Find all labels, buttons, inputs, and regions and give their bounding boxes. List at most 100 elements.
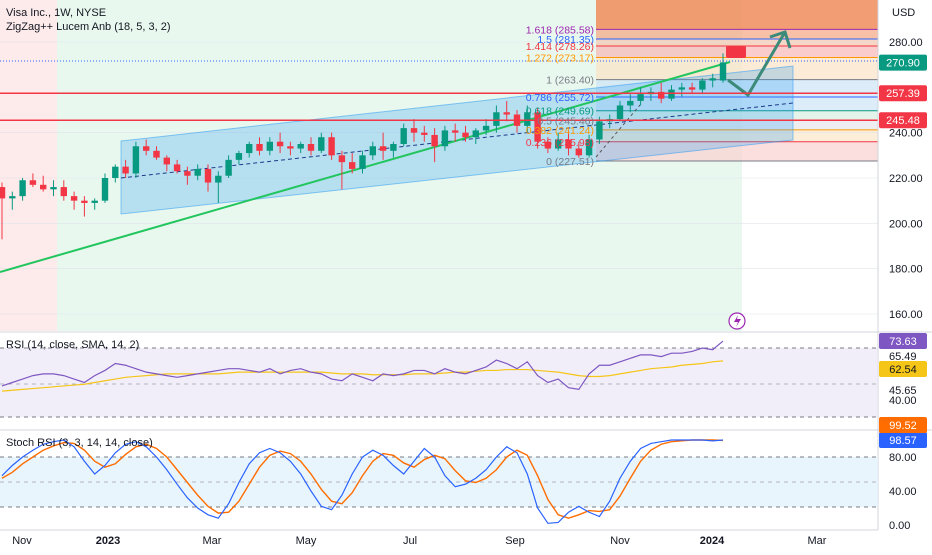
candle-body bbox=[596, 121, 603, 140]
candle-body bbox=[101, 178, 109, 201]
rsi-label[interactable]: RSI (14, close, SMA, 14, 2) bbox=[6, 339, 139, 351]
candle-body bbox=[719, 62, 727, 81]
symbol-title[interactable]: Visa Inc., 1W, NYSE bbox=[6, 7, 106, 19]
red-zone-background bbox=[0, 0, 57, 331]
zigzag-marker[interactable] bbox=[726, 46, 746, 58]
candle-body bbox=[19, 180, 26, 197]
candle-body bbox=[678, 87, 685, 90]
fib-zone bbox=[596, 57, 878, 80]
stoch-label[interactable]: Stoch RSI (3, 3, 14, 14, close) bbox=[6, 437, 153, 449]
candle-body bbox=[452, 130, 459, 133]
rsi-ma-badge-label: 62.54 bbox=[889, 364, 917, 376]
candle-body bbox=[709, 78, 716, 81]
candle-body bbox=[153, 150, 160, 158]
candle-body bbox=[369, 146, 376, 156]
zigzag-dashed-leg bbox=[595, 104, 641, 158]
time-tick-label: Nov bbox=[12, 535, 32, 547]
fib-level-label: 1 (263.40) bbox=[546, 75, 594, 87]
candle-body bbox=[29, 180, 37, 185]
candle-body bbox=[40, 184, 47, 190]
candle-body bbox=[0, 187, 6, 199]
candle-body bbox=[472, 130, 479, 138]
candle-body bbox=[482, 125, 490, 131]
fib-level-label: 1.272 (273.17) bbox=[526, 52, 594, 64]
candle-body bbox=[112, 166, 119, 178]
time-tick-label: Mar bbox=[203, 535, 222, 547]
time-tick-label: 2023 bbox=[96, 535, 120, 547]
fib-zone bbox=[596, 129, 878, 142]
fib-level-label: 1.5 (281.35) bbox=[537, 34, 594, 46]
candle-body bbox=[462, 132, 469, 138]
candle-body bbox=[60, 187, 67, 197]
price-badge bbox=[879, 432, 927, 448]
fib-level-label: 0.382 (241.24) bbox=[526, 125, 594, 137]
candle-body bbox=[235, 153, 243, 160]
fib-level-label: 0.236 (235.98) bbox=[526, 137, 594, 149]
candle-body bbox=[246, 144, 253, 154]
time-tick-label: May bbox=[296, 535, 317, 547]
price-badge-label: 270.90 bbox=[886, 58, 920, 70]
candle-body bbox=[616, 105, 624, 120]
price-badge bbox=[879, 112, 927, 129]
candle-body bbox=[318, 137, 325, 151]
candle-body bbox=[297, 144, 304, 149]
candle-body bbox=[431, 134, 438, 147]
time-tick-label: Mar bbox=[808, 535, 827, 547]
candle-body bbox=[50, 187, 57, 190]
price-tick-label: 240.00 bbox=[889, 128, 923, 140]
candle-body bbox=[410, 128, 418, 133]
candle-body bbox=[637, 94, 644, 101]
candle-body bbox=[565, 139, 572, 149]
fib-level-label: 1.414 (278.26) bbox=[526, 41, 594, 53]
price-badge bbox=[879, 333, 927, 349]
price-lines bbox=[0, 92, 878, 121]
candle-body bbox=[184, 171, 191, 176]
candle-body bbox=[225, 159, 232, 176]
rsi-ma-line bbox=[1, 360, 724, 392]
fib-zone bbox=[596, 110, 878, 121]
fib-labels: 1.618 (285.58)1.5 (281.35)1.414 (278.26)… bbox=[526, 24, 594, 168]
price-axis[interactable]: 160.00 180.00 200.00 220.00 240.00 280.00 bbox=[889, 37, 923, 321]
stoch-tick-label: 80.00 bbox=[889, 452, 917, 464]
candle-body bbox=[688, 87, 696, 90]
candles bbox=[0, 53, 727, 240]
candle-body bbox=[555, 139, 562, 149]
candle-body bbox=[493, 112, 500, 126]
candle-body bbox=[70, 196, 78, 201]
lightning-glyph bbox=[734, 315, 741, 327]
projection-arrowhead bbox=[769, 30, 792, 49]
currency-label[interactable]: USD bbox=[892, 7, 915, 19]
stoch-k-line bbox=[1, 439, 724, 524]
fib-level-label: 1.618 (285.58) bbox=[526, 24, 594, 36]
fib-level-label: 0.786 (255.72) bbox=[526, 92, 594, 104]
rsi-tick-label: 45.65 bbox=[889, 385, 917, 397]
candle-body bbox=[287, 146, 294, 149]
rsi-tick-label: 65.49 bbox=[889, 351, 917, 363]
candle-body bbox=[122, 166, 129, 174]
fib-level-label: 0.618 (249.69) bbox=[526, 106, 594, 118]
candle-body bbox=[627, 100, 634, 106]
candle-body bbox=[204, 168, 212, 183]
fib-zone bbox=[596, 141, 878, 161]
candle-body bbox=[215, 175, 222, 183]
candle-body bbox=[441, 130, 449, 147]
candle-body bbox=[421, 132, 428, 135]
rsi-band-background bbox=[0, 348, 878, 417]
time-axis[interactable]: Nov 2023 Mar May Jul Sep Nov 2024 Mar bbox=[12, 535, 827, 547]
price-badge-label: 257.39 bbox=[886, 88, 920, 100]
candle-body bbox=[544, 141, 552, 149]
fib-zone bbox=[596, 97, 878, 111]
candle-body bbox=[575, 148, 582, 156]
price-badge bbox=[879, 417, 927, 433]
candle-body bbox=[81, 200, 88, 203]
indicator-label[interactable]: ZigZag++ Lucem Anb (18, 5, 3, 2) bbox=[6, 21, 170, 33]
price-tick-label: 200.00 bbox=[889, 218, 923, 230]
candle-body bbox=[349, 162, 356, 169]
fib-zone bbox=[596, 120, 878, 130]
stoch-axis: 80.00 40.00 0.00 bbox=[889, 452, 917, 532]
candle-body bbox=[534, 112, 541, 142]
price-tick-label: 220.00 bbox=[889, 173, 923, 185]
